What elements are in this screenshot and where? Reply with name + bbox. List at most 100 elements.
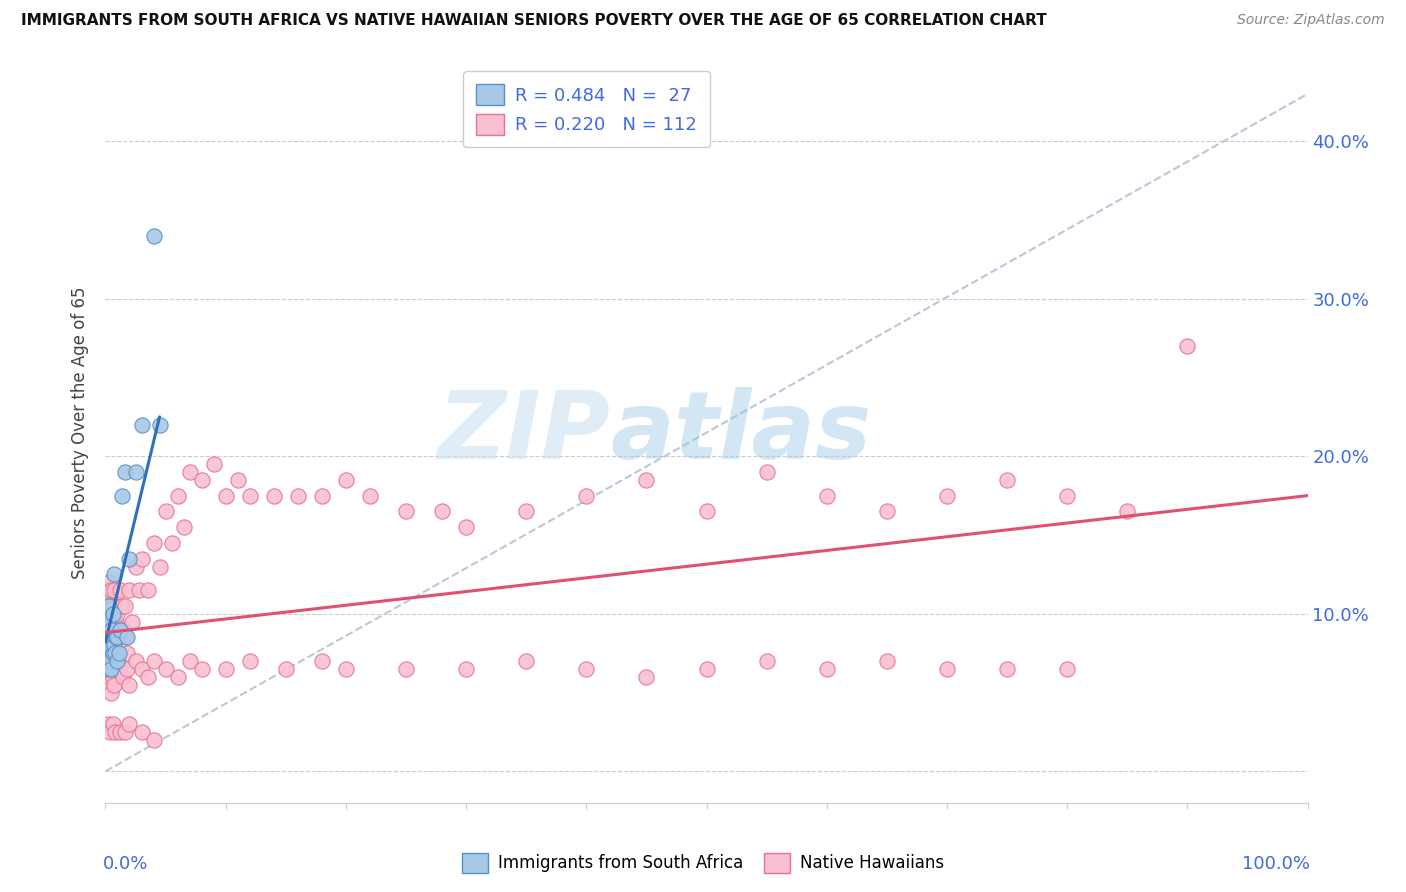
Point <box>118 551 141 566</box>
Point <box>107 631 129 645</box>
Point <box>395 662 418 676</box>
Point <box>311 654 333 668</box>
Point <box>311 489 333 503</box>
Point <box>101 717 124 731</box>
Point <box>995 662 1018 676</box>
Text: atlas: atlas <box>610 386 872 479</box>
Point <box>142 732 165 747</box>
Point <box>101 599 124 613</box>
Point <box>100 583 122 598</box>
Point <box>107 607 129 621</box>
Point <box>108 583 131 598</box>
Point <box>114 599 136 613</box>
Point <box>136 670 159 684</box>
Point <box>142 654 165 668</box>
Point <box>995 473 1018 487</box>
Point <box>97 631 120 645</box>
Point <box>98 599 121 613</box>
Point <box>97 717 120 731</box>
Point <box>107 654 129 668</box>
Point <box>107 623 129 637</box>
Point <box>118 583 141 598</box>
Point <box>142 536 165 550</box>
Point <box>131 662 153 676</box>
Point <box>815 489 838 503</box>
Point <box>101 631 124 645</box>
Point <box>107 646 129 660</box>
Point <box>173 520 195 534</box>
Point <box>454 520 477 534</box>
Point <box>98 725 121 739</box>
Point <box>121 615 143 629</box>
Point <box>128 583 150 598</box>
Point <box>239 489 262 503</box>
Point <box>115 631 138 645</box>
Point <box>430 504 453 518</box>
Point <box>104 599 127 613</box>
Point <box>108 623 131 637</box>
Point <box>110 623 132 637</box>
Point <box>395 504 418 518</box>
Point <box>108 725 131 739</box>
Point <box>98 654 121 668</box>
Point <box>115 646 138 660</box>
Text: 0.0%: 0.0% <box>103 855 149 872</box>
Point <box>100 685 122 699</box>
Point <box>96 631 118 645</box>
Point <box>124 654 146 668</box>
Point <box>876 504 898 518</box>
Point <box>239 654 262 668</box>
Point <box>575 662 598 676</box>
Text: ZIP: ZIP <box>437 386 610 479</box>
Point <box>96 607 118 621</box>
Point <box>100 615 122 629</box>
Point <box>755 654 778 668</box>
Point <box>98 638 121 652</box>
Point <box>515 504 537 518</box>
Point <box>107 646 129 660</box>
Point <box>114 465 136 479</box>
Point <box>115 662 138 676</box>
Point <box>103 638 125 652</box>
Point <box>96 583 118 598</box>
Point <box>97 646 120 660</box>
Point <box>131 551 153 566</box>
Point <box>97 662 120 676</box>
Point <box>214 662 236 676</box>
Point <box>98 615 121 629</box>
Point <box>1175 339 1198 353</box>
Point <box>103 567 125 582</box>
Point <box>124 559 146 574</box>
Point <box>107 654 129 668</box>
Point <box>287 489 309 503</box>
Point <box>118 717 141 731</box>
Point <box>515 654 537 668</box>
Point <box>114 725 136 739</box>
Point <box>1056 662 1078 676</box>
Point <box>98 631 121 645</box>
Point <box>97 615 120 629</box>
Point <box>98 646 121 660</box>
Text: 100.0%: 100.0% <box>1241 855 1310 872</box>
Point <box>142 228 165 243</box>
Point <box>636 670 658 684</box>
Point <box>103 583 125 598</box>
Point <box>936 489 959 503</box>
Point <box>115 631 138 645</box>
Point <box>155 662 177 676</box>
Point <box>696 662 718 676</box>
Point <box>190 473 212 487</box>
Point <box>98 575 121 590</box>
Point <box>111 599 134 613</box>
Point <box>103 615 125 629</box>
Text: IMMIGRANTS FROM SOUTH AFRICA VS NATIVE HAWAIIAN SENIORS POVERTY OVER THE AGE OF : IMMIGRANTS FROM SOUTH AFRICA VS NATIVE H… <box>21 13 1047 29</box>
Point <box>575 489 598 503</box>
Point <box>98 662 121 676</box>
Point <box>755 465 778 479</box>
Point <box>112 670 135 684</box>
Point <box>214 489 236 503</box>
Point <box>108 662 131 676</box>
Point <box>160 536 183 550</box>
Point <box>696 504 718 518</box>
Point <box>148 417 170 432</box>
